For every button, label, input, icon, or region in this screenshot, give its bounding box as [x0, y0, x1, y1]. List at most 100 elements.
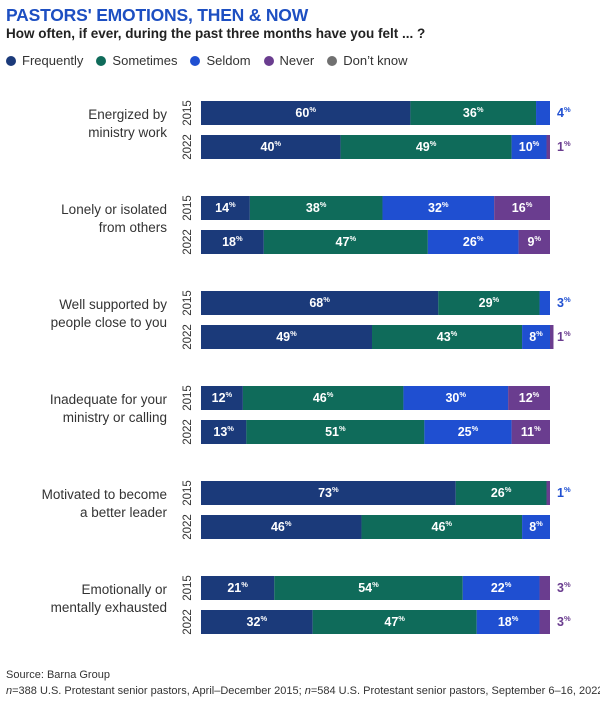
percent-sign: %: [533, 139, 540, 148]
percent-sign: %: [398, 614, 405, 623]
bar-motivated-to-become-a-better-leader-2015-sometimes: [455, 481, 547, 505]
outside-data-label-seldom: 4%: [557, 105, 571, 120]
bar-energized-by-ministry-work-2022-never: [546, 135, 550, 159]
percent-sign: %: [533, 390, 540, 399]
bar-lonely-or-isolated-from-others-2015-frequently: [201, 196, 250, 220]
legend-swatch: [327, 55, 338, 66]
category-label-line: Emotionally or: [81, 582, 167, 597]
percent-sign: %: [472, 424, 479, 433]
sample-note-2015: =388 U.S. Protestant senior pastors, Apr…: [12, 685, 305, 697]
legend-label: Sometimes: [112, 53, 178, 68]
year-label-2022: 2022: [182, 134, 194, 160]
bar-inadequate-for-your-ministry-or-calling-2015-frequently: [201, 386, 243, 410]
bar-lonely-or-isolated-from-others-2022-seldom: [427, 230, 519, 254]
year-label-2022: 2022: [182, 324, 194, 350]
year-label-2022: 2022: [182, 419, 194, 445]
bar-well-supported-by-people-close-to-you-2015-frequently: [201, 291, 439, 315]
bar-energized-by-ministry-work-2022-seldom: [511, 135, 547, 159]
legend-label: Frequently: [22, 53, 84, 68]
sample-n-italic: n: [6, 685, 13, 697]
outside-data-label-never: 3%: [557, 580, 571, 595]
legend: Frequently Sometimes Seldom Never Don’t know: [6, 53, 408, 68]
bar-emotionally-or-mentally-exhausted-2015-seldom: [462, 576, 540, 600]
percent-sign: %: [512, 614, 519, 623]
legend-label: Never: [279, 53, 315, 68]
percent-sign: %: [564, 329, 571, 338]
source-note: Source: Barna Group: [6, 669, 110, 681]
legend-swatch: [190, 55, 201, 66]
percent-sign: %: [493, 295, 500, 304]
category-label-well-supported-by-people-close-to-you: Well supported by people close to you: [51, 297, 168, 330]
bar-lonely-or-isolated-from-others-2022-frequently: [201, 230, 264, 254]
year-label-2015: 2015: [182, 480, 194, 506]
percent-sign: %: [372, 580, 379, 589]
outside-data-label-seldom: 3%: [557, 295, 571, 310]
legend-swatch: [96, 55, 107, 66]
percent-sign: %: [260, 614, 267, 623]
bar-inadequate-for-your-ministry-or-calling-2022-seldom: [424, 420, 512, 444]
year-label-2015: 2015: [182, 195, 194, 221]
bar-inadequate-for-your-ministry-or-calling-2015-seldom: [403, 386, 509, 410]
bar-well-supported-by-people-close-to-you-2022-frequently: [201, 325, 373, 349]
category-label-line: Lonely or isolated: [61, 202, 167, 217]
bar-well-supported-by-people-close-to-you-2015-seldom: [539, 291, 550, 315]
percent-sign: %: [236, 234, 243, 243]
bar-well-supported-by-people-close-to-you-2022-seldom: [522, 325, 550, 349]
category-label-motivated-to-become-a-better-leader: Motivated to become a better leader: [42, 487, 168, 520]
category-label-lonely-or-isolated-from-others: Lonely or isolated from others: [61, 202, 167, 235]
percent-sign: %: [477, 234, 484, 243]
sample-note: n=388 U.S. Protestant senior pastors, Ap…: [6, 685, 600, 697]
percent-sign: %: [327, 390, 334, 399]
legend-item-sometimes: Sometimes: [96, 53, 177, 68]
outside-data-label-never: 1%: [557, 139, 571, 154]
percent-sign: %: [477, 105, 484, 114]
bar-energized-by-ministry-work-2015-frequently: [201, 101, 411, 125]
percent-sign: %: [445, 519, 452, 528]
category-label-line: mentally exhausted: [51, 600, 167, 615]
bar-energized-by-ministry-work-2015-sometimes: [410, 101, 537, 125]
year-label-2015: 2015: [182, 100, 194, 126]
category-label-line: people close to you: [51, 315, 167, 330]
year-label-2015: 2015: [182, 290, 194, 316]
percent-sign: %: [339, 424, 346, 433]
bar-energized-by-ministry-work-2022-sometimes: [340, 135, 512, 159]
bar-emotionally-or-mentally-exhausted-2015-frequently: [201, 576, 275, 600]
legend-swatch: [263, 55, 274, 66]
chart-title: PASTORS' EMOTIONS, THEN & NOW: [6, 5, 309, 25]
bar-motivated-to-become-a-better-leader-2022-sometimes: [361, 515, 523, 539]
bar-inadequate-for-your-ministry-or-calling-2015-never: [508, 386, 550, 410]
percent-sign: %: [274, 139, 281, 148]
legend-label: Don’t know: [343, 53, 408, 68]
category-label-line: Motivated to become: [42, 487, 167, 502]
percent-sign: %: [451, 329, 458, 338]
bar-inadequate-for-your-ministry-or-calling-2015-sometimes: [242, 386, 404, 410]
percent-sign: %: [564, 139, 571, 148]
bar-emotionally-or-mentally-exhausted-2022-never: [539, 610, 550, 634]
percent-sign: %: [534, 424, 541, 433]
percent-sign: %: [229, 200, 236, 209]
percent-sign: %: [536, 329, 543, 338]
category-label-line: a better leader: [80, 505, 168, 520]
percent-sign: %: [564, 485, 571, 494]
year-label-2022: 2022: [182, 609, 194, 635]
bar-inadequate-for-your-ministry-or-calling-2022-sometimes: [246, 420, 425, 444]
category-label-line: ministry work: [88, 125, 167, 140]
percent-sign: %: [505, 580, 512, 589]
legend-item-seldom: Seldom: [190, 53, 251, 68]
year-label-2015: 2015: [182, 575, 194, 601]
category-label-emotionally-or-mentally-exhausted: Emotionally or mentally exhausted: [51, 582, 168, 615]
percent-sign: %: [564, 614, 571, 623]
bar-lonely-or-isolated-from-others-2022-never: [518, 230, 550, 254]
legend-swatch: [6, 55, 16, 66]
bar-motivated-to-become-a-better-leader-2015-never: [546, 481, 550, 505]
percent-sign: %: [332, 485, 339, 494]
bar-lonely-or-isolated-from-others-2015-sometimes: [249, 196, 383, 220]
chart-subtitle: How often, if ever, during the past thre…: [6, 26, 426, 41]
bar-motivated-to-become-a-better-leader-2022-frequently: [201, 515, 362, 539]
percent-sign: %: [430, 139, 437, 148]
percent-sign: %: [564, 295, 571, 304]
percent-sign: %: [536, 519, 543, 528]
outside-data-label-never: 3%: [557, 614, 571, 629]
percent-sign: %: [459, 390, 466, 399]
